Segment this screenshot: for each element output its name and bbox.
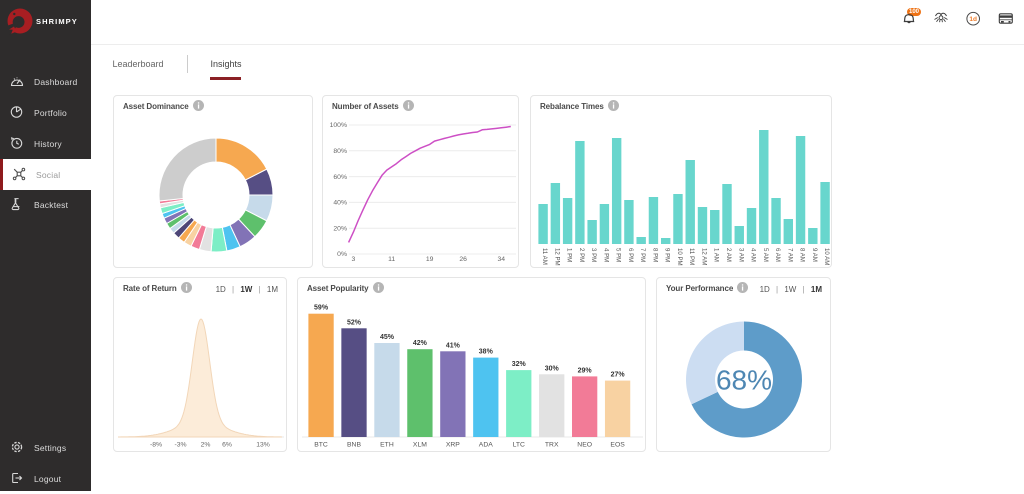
svg-text:29%: 29% [578,367,593,374]
svg-text:9 PM: 9 PM [664,248,671,262]
svg-text:3 AM: 3 AM [737,248,744,262]
svg-text:6 PM: 6 PM [627,248,634,262]
svg-text:100%: 100% [330,122,347,129]
svg-text:2 AM: 2 AM [725,248,732,262]
svg-text:XLM: XLM [413,442,427,449]
svg-text:5 AM: 5 AM [762,248,769,262]
svg-text:41%: 41% [446,342,461,349]
svg-text:1 PM: 1 PM [566,248,573,262]
svg-text:20%: 20% [333,225,347,232]
svg-text:12 AM: 12 AM [700,248,707,265]
svg-text:42%: 42% [413,340,428,347]
svg-text:27%: 27% [611,372,626,379]
svg-text:0%: 0% [337,251,347,258]
svg-text:-3%: -3% [174,442,186,449]
svg-text:3 PM: 3 PM [590,248,597,262]
svg-text:EOS: EOS [610,442,625,449]
svg-text:26: 26 [459,256,467,263]
svg-text:ETH: ETH [380,442,394,449]
svg-text:13%: 13% [256,442,270,449]
svg-text:XRP: XRP [446,442,460,449]
svg-text:30%: 30% [545,365,560,372]
svg-text:6 AM: 6 AM [774,248,781,262]
svg-text:11: 11 [388,256,395,263]
svg-text:8 AM: 8 AM [799,248,806,262]
svg-text:60%: 60% [333,174,347,181]
svg-text:80%: 80% [333,148,347,155]
svg-text:-8%: -8% [150,442,162,449]
svg-text:11 PM: 11 PM [688,248,695,265]
svg-text:3: 3 [352,256,356,263]
svg-text:7 PM: 7 PM [639,248,646,262]
svg-text:TRX: TRX [545,442,559,449]
svg-text:32%: 32% [512,361,527,368]
svg-text:NEO: NEO [577,442,592,449]
svg-text:52%: 52% [347,319,362,326]
svg-text:10 PM: 10 PM [676,248,683,266]
svg-text:19: 19 [426,256,434,263]
svg-text:4 AM: 4 AM [750,248,757,262]
svg-text:BTC: BTC [314,442,328,449]
svg-text:5 PM: 5 PM [615,248,622,262]
svg-text:2 PM: 2 PM [578,248,585,262]
svg-text:BNB: BNB [347,442,361,449]
svg-text:8 PM: 8 PM [651,248,658,262]
svg-text:59%: 59% [314,305,329,312]
svg-text:9 AM: 9 AM [811,248,818,262]
svg-text:1d: 1d [969,16,977,23]
svg-text:45%: 45% [380,334,395,341]
svg-text:6%: 6% [222,442,232,449]
svg-text:68%: 68% [716,365,772,396]
svg-text:1 AM: 1 AM [713,248,720,262]
svg-text:7 AM: 7 AM [786,248,793,262]
svg-text:LTC: LTC [513,442,525,449]
svg-text:40%: 40% [333,200,347,207]
svg-text:12 PM: 12 PM [553,248,560,266]
svg-text:2%: 2% [201,442,211,449]
svg-text:4 PM: 4 PM [602,248,609,262]
svg-text:ADA: ADA [479,442,493,449]
svg-text:11 AM: 11 AM [541,248,548,265]
svg-text:34: 34 [498,256,506,263]
svg-text:38%: 38% [479,349,494,356]
svg-text:10 AM: 10 AM [823,248,830,265]
